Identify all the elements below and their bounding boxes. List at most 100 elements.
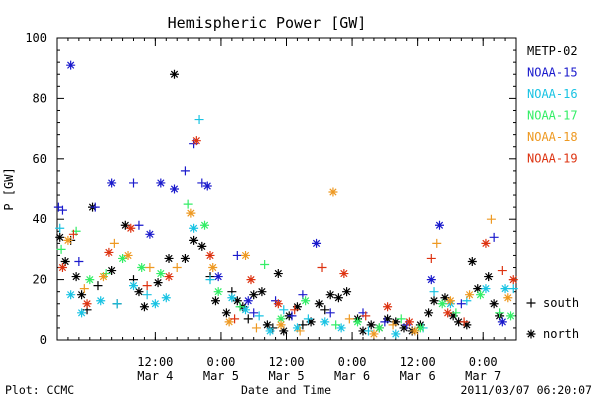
x-tick-label-time: 12:00 [400, 355, 436, 369]
point-noaa-16-north [320, 317, 330, 327]
point-noaa-19-north [126, 223, 136, 233]
point-metp-02-north [383, 314, 393, 324]
point-noaa-18-south [486, 214, 496, 224]
point-noaa-17-north [118, 253, 128, 263]
plot-timestamp: 2011/03/07 06:20:07 [460, 383, 592, 397]
point-noaa-17-north [437, 299, 447, 309]
point-metp-02-south [243, 314, 253, 324]
point-noaa-16-south [508, 284, 518, 294]
point-noaa-18-north [63, 235, 73, 245]
legend-label-south: south [543, 296, 579, 310]
point-noaa-15-north [169, 184, 179, 194]
point-noaa-17-north [156, 269, 166, 279]
point-metp-02-north [120, 220, 130, 230]
point-noaa-15-north [243, 296, 253, 306]
point-noaa-19-south [142, 281, 152, 291]
point-metp-02-north [262, 320, 272, 330]
point-metp-02-north [489, 299, 499, 309]
point-metp-02-north [462, 320, 472, 330]
point-noaa-15-south [325, 308, 335, 318]
point-noaa-18-north [410, 326, 420, 336]
point-noaa-16-south [205, 275, 215, 285]
point-metp-02-north [473, 284, 483, 294]
point-noaa-18-north [186, 208, 196, 218]
point-noaa-15-south [180, 166, 190, 176]
x-tick-label-time: 0:00 [338, 355, 367, 369]
point-metp-02-north [440, 293, 450, 303]
point-noaa-16-north [265, 326, 275, 336]
legend-item-noaa-16: NOAA-16 [527, 87, 578, 101]
point-noaa-16-south [142, 290, 152, 300]
point-noaa-18-north [208, 263, 218, 273]
point-noaa-17-south [56, 244, 66, 254]
point-noaa-16-south [194, 115, 204, 125]
point-metp-02-north [153, 278, 163, 288]
point-noaa-16-north [241, 305, 251, 315]
point-metp-02-north [314, 299, 324, 309]
point-noaa-16-north [336, 323, 346, 333]
point-noaa-17-north [200, 220, 210, 230]
point-metp-02-north [429, 296, 439, 306]
point-noaa-15-south [489, 232, 499, 242]
point-metp-02-north [232, 296, 242, 306]
point-noaa-19-north [82, 299, 92, 309]
point-noaa-16-north [96, 296, 106, 306]
point-noaa-18-north [241, 250, 251, 260]
x-tick-label-time: 0:00 [469, 355, 498, 369]
point-noaa-17-north [415, 323, 425, 333]
point-noaa-19-north [57, 263, 67, 273]
point-noaa-19-south [361, 311, 371, 321]
point-metp-02-north [257, 287, 267, 297]
point-noaa-15-north [202, 181, 212, 191]
point-noaa-16-north [129, 281, 138, 291]
point-metp-02-north [210, 296, 220, 306]
point-noaa-17-north [475, 290, 485, 300]
point-noaa-19-north [246, 275, 256, 285]
point-noaa-16-north [161, 293, 171, 303]
point-noaa-19-south [230, 314, 240, 324]
point-metp-02-north [292, 302, 302, 312]
point-noaa-16-north [66, 290, 76, 300]
point-noaa-18-south [172, 263, 182, 273]
point-noaa-16-south [303, 314, 313, 324]
point-noaa-15-south [90, 202, 100, 212]
legend-item-noaa-17: NOAA-17 [527, 109, 578, 123]
point-noaa-19-north [404, 317, 414, 327]
x-axis-label: Date and Time [241, 383, 331, 397]
point-noaa-16-south [112, 299, 122, 309]
point-noaa-16-north [481, 284, 491, 294]
point-noaa-16-south [429, 287, 439, 297]
y-tick-label: 60 [33, 152, 47, 166]
legend-item-metp-02: METP-02 [527, 44, 578, 58]
point-noaa-15-north [497, 317, 507, 327]
point-metp-02-north [448, 311, 458, 321]
point-noaa-15-north [426, 275, 436, 285]
point-noaa-18-south [109, 238, 119, 248]
point-metp-02-north [279, 326, 289, 336]
point-noaa-18-south [79, 284, 89, 294]
point-metp-02-north [71, 272, 81, 282]
point-noaa-16-north [292, 323, 302, 333]
point-noaa-18-north [276, 320, 286, 330]
point-noaa-18-south [344, 314, 354, 324]
y-tick-label: 100 [25, 31, 47, 45]
point-noaa-18-north [503, 293, 513, 303]
x-tick-label-time: 0:00 [206, 355, 235, 369]
point-noaa-15-north [435, 220, 444, 230]
point-noaa-17-south [260, 260, 270, 269]
point-noaa-15-north [107, 178, 117, 188]
point-noaa-15-south [287, 311, 297, 321]
point-metp-02-north [424, 308, 434, 318]
point-noaa-19-south [459, 317, 469, 327]
point-metp-02-north [366, 320, 376, 330]
point-metp-02-north [273, 269, 283, 279]
point-metp-02-north [391, 317, 401, 327]
point-noaa-17-south [331, 320, 341, 330]
point-metp-02-north [358, 326, 368, 336]
point-metp-02-north [107, 266, 117, 276]
point-noaa-17-north [213, 287, 223, 297]
point-noaa-15-north [145, 229, 155, 239]
point-noaa-19-south [497, 266, 507, 276]
